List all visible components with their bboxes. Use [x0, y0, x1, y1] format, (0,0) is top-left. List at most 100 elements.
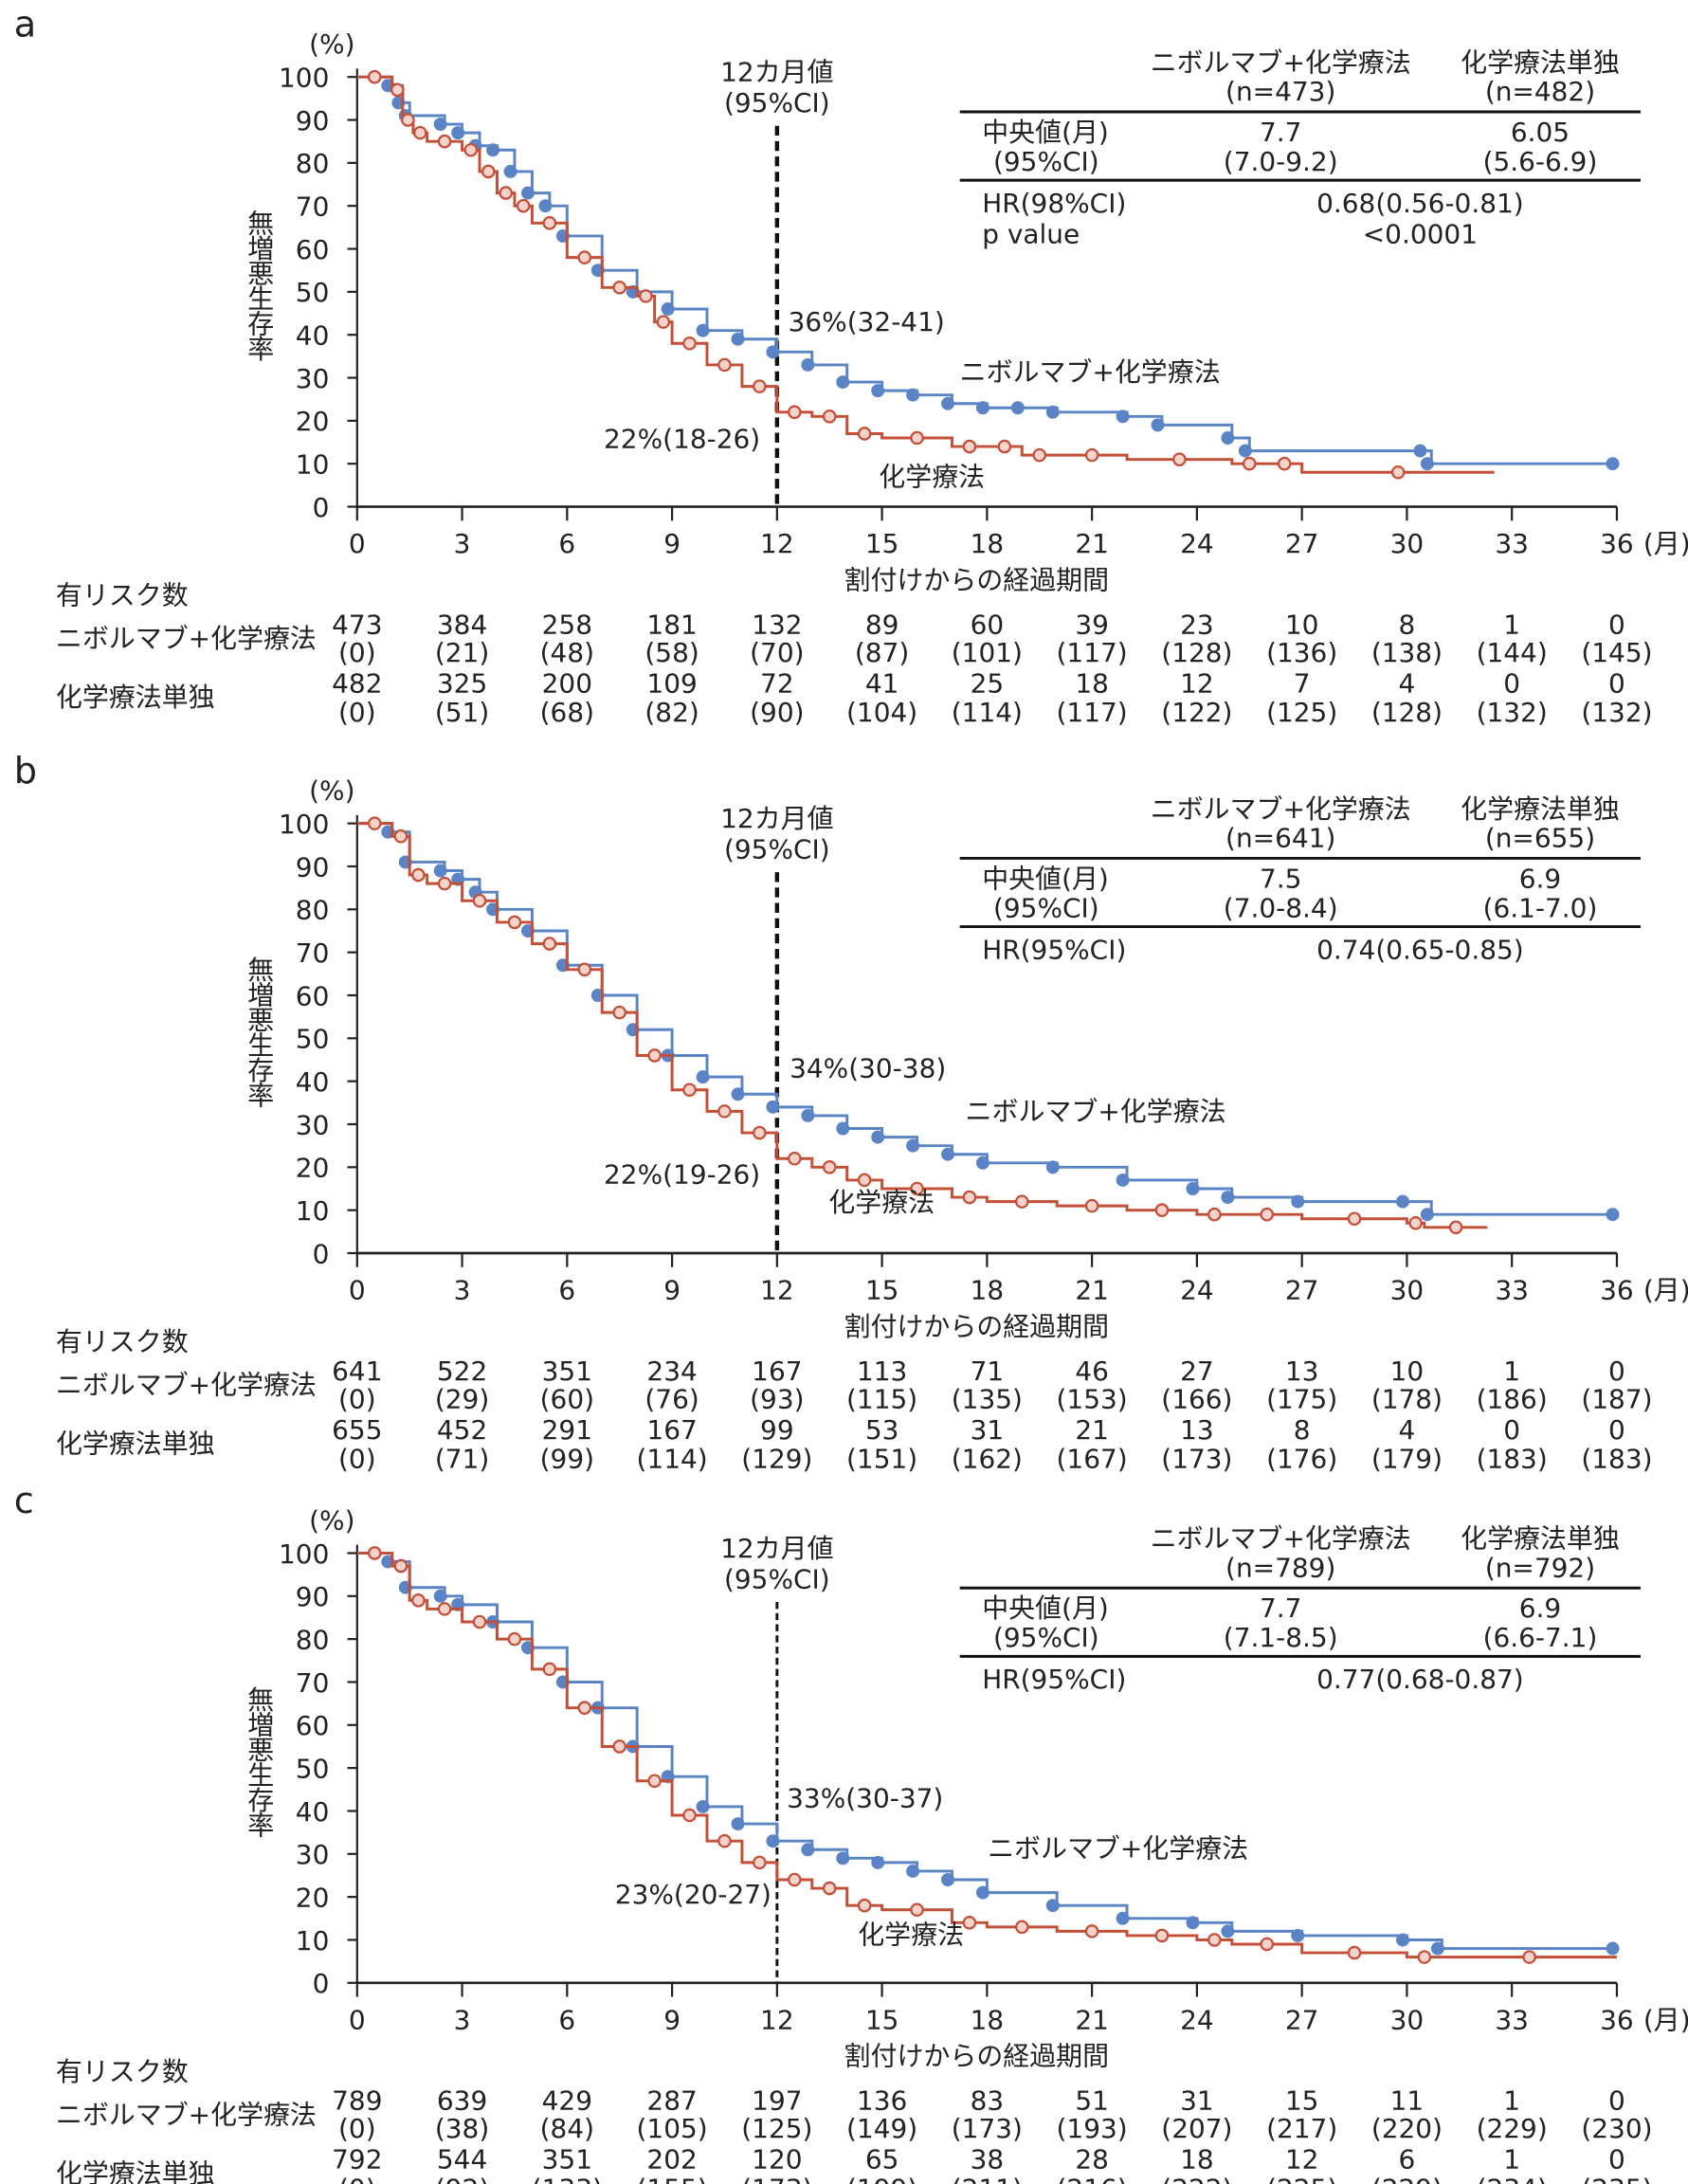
risk-chemo-events: (125) [1266, 697, 1337, 728]
x-axis-title: 割付けからの経過期間 [844, 1311, 1110, 1342]
x-tick-label: 33 [1495, 1275, 1529, 1306]
nivo-censor-mark [906, 388, 920, 402]
chemo-censor-mark [962, 1916, 977, 1930]
risk-chemo-count: 0 [1608, 2144, 1625, 2175]
x-tick-label: 36 [1600, 528, 1634, 559]
risk-nivo-count: 113 [857, 1356, 907, 1387]
chemo-censor-mark [390, 82, 405, 98]
chemo-censor-mark [857, 1173, 872, 1188]
y-tick-label: 50 [296, 1753, 330, 1784]
risk-nivo-count: 473 [332, 609, 382, 640]
table-n-nivo: (n=641) [1225, 823, 1335, 854]
table-header-nivo: ニボルマブ+化学療法 [1151, 1523, 1411, 1555]
risk-table-title: 有リスク数 [56, 1326, 189, 1357]
risk-chemo-events: (211) [952, 2173, 1023, 2184]
risk-chemo-count: 325 [437, 667, 487, 699]
chemo-censor-mark [507, 1631, 522, 1647]
risk-chemo-count: 72 [760, 667, 794, 699]
nivo-censor-mark [871, 384, 885, 398]
table-n-nivo: (n=789) [1225, 1552, 1335, 1583]
nivo-12m-annotation: 34%(30-38) [790, 1053, 946, 1084]
risk-chemo-events: (199) [846, 2173, 917, 2184]
table-header-nivo: ニボルマブ+化学療法 [1151, 793, 1411, 825]
y-tick-label: 60 [296, 1710, 330, 1741]
y-unit: (%) [309, 775, 354, 807]
y-tick-label: 20 [296, 406, 330, 437]
x-tick-label: 24 [1180, 528, 1214, 559]
x-tick-label: 21 [1075, 2004, 1109, 2035]
nivo-censor-mark [1221, 1191, 1235, 1205]
chemo-censor-mark [1390, 464, 1406, 480]
nivo-12m-annotation: 36%(32-41) [789, 306, 945, 337]
panel-label: c [14, 1480, 34, 1522]
nivo-censor-mark [906, 1138, 920, 1153]
risk-nivo-count: 31 [1180, 2085, 1214, 2117]
nivo-censor-mark [975, 1156, 989, 1170]
risk-nivo-events: (166) [1161, 1383, 1232, 1414]
risk-nivo-events: (138) [1371, 637, 1443, 668]
chemo-censor-mark [542, 937, 557, 951]
nivo-censor-mark [696, 1799, 710, 1813]
chemo-curve-label: 化学療法 [858, 1920, 964, 1951]
x-tick-label: 36 [1600, 2004, 1634, 2035]
risk-chemo-events: (122) [1161, 697, 1232, 728]
risk-chemo-events: (132) [1581, 697, 1652, 728]
y-unit: (%) [309, 1504, 354, 1536]
risk-nivo-count: 15 [1285, 2085, 1319, 2117]
chemo-censor-mark [717, 1104, 732, 1119]
x-tick-label: 18 [971, 1275, 1005, 1306]
risk-chemo-events: (114) [637, 1444, 708, 1475]
chemo-censor-mark [612, 1005, 626, 1020]
risk-nivo-events: (76) [644, 1383, 699, 1414]
table-n-chemo: (n=792) [1485, 1552, 1595, 1583]
median-ci-label: (95%CI) [993, 1622, 1099, 1653]
nivo-censor-mark [503, 164, 517, 178]
median-ci-nivo: (7.1-8.5) [1224, 1622, 1338, 1653]
y-tick-label: 90 [296, 105, 330, 136]
vline-label: 12カ月値 [720, 1533, 833, 1564]
chemo-censor-mark [1084, 1198, 1099, 1213]
risk-chemo-events: (0) [338, 697, 376, 728]
risk-nivo-events: (84) [540, 2113, 594, 2144]
y-axis-label: 無増悪生存率 [244, 1685, 275, 1837]
risk-chemo-count: 4 [1399, 667, 1416, 699]
chemo-censor-mark [753, 379, 767, 393]
nivo-censor-mark [1151, 418, 1165, 432]
chemo-censor-mark [1242, 456, 1257, 471]
chemo-censor-mark [1084, 1924, 1099, 1938]
risk-nivo-count: 181 [646, 609, 697, 640]
table-header-nivo: ニボルマブ+化学療法 [1151, 46, 1411, 78]
risk-chemo-events: (0) [338, 2173, 376, 2184]
y-tick-label: 30 [296, 363, 330, 394]
risk-chemo-count: 0 [1608, 1414, 1625, 1446]
chemo-censor-mark [857, 427, 872, 441]
chemo-censor-mark [411, 1593, 426, 1608]
chemo-12m-annotation: 22%(19-26) [604, 1158, 760, 1190]
nivo-censor-mark [1420, 457, 1434, 471]
x-tick-label: 12 [760, 2004, 794, 2035]
chemo-censor-mark [577, 1701, 592, 1715]
chemo-curve-label: 化学療法 [879, 461, 985, 492]
risk-chemo-count: 120 [752, 2144, 802, 2175]
y-tick-label: 90 [296, 1581, 330, 1612]
risk-chemo-count: 8 [1294, 1414, 1311, 1446]
hr-value: 0.77(0.68-0.87) [1316, 1664, 1524, 1695]
y-tick-label: 70 [296, 937, 330, 969]
risk-chemo-events: (179) [1371, 1444, 1443, 1475]
x-tick-label: 15 [865, 1275, 899, 1306]
risk-nivo-count: 384 [437, 609, 487, 640]
y-tick-label: 80 [296, 1624, 330, 1655]
y-tick-label: 0 [313, 1238, 330, 1269]
risk-chemo-events: (225) [1266, 2173, 1337, 2184]
y-tick-label: 20 [296, 1153, 330, 1184]
risk-chemo-events: (99) [540, 1444, 594, 1475]
y-tick-label: 0 [313, 492, 330, 523]
risk-nivo-events: (193) [1057, 2113, 1128, 2144]
risk-nivo-events: (60) [540, 1383, 594, 1414]
median-chemo: 6.9 [1519, 1592, 1561, 1624]
risk-chemo-count: 53 [865, 1414, 899, 1446]
panel-label: b [14, 750, 37, 792]
risk-label-nivo: ニボルマブ+化学療法 [56, 623, 317, 654]
p-value: <0.0001 [1363, 218, 1478, 249]
